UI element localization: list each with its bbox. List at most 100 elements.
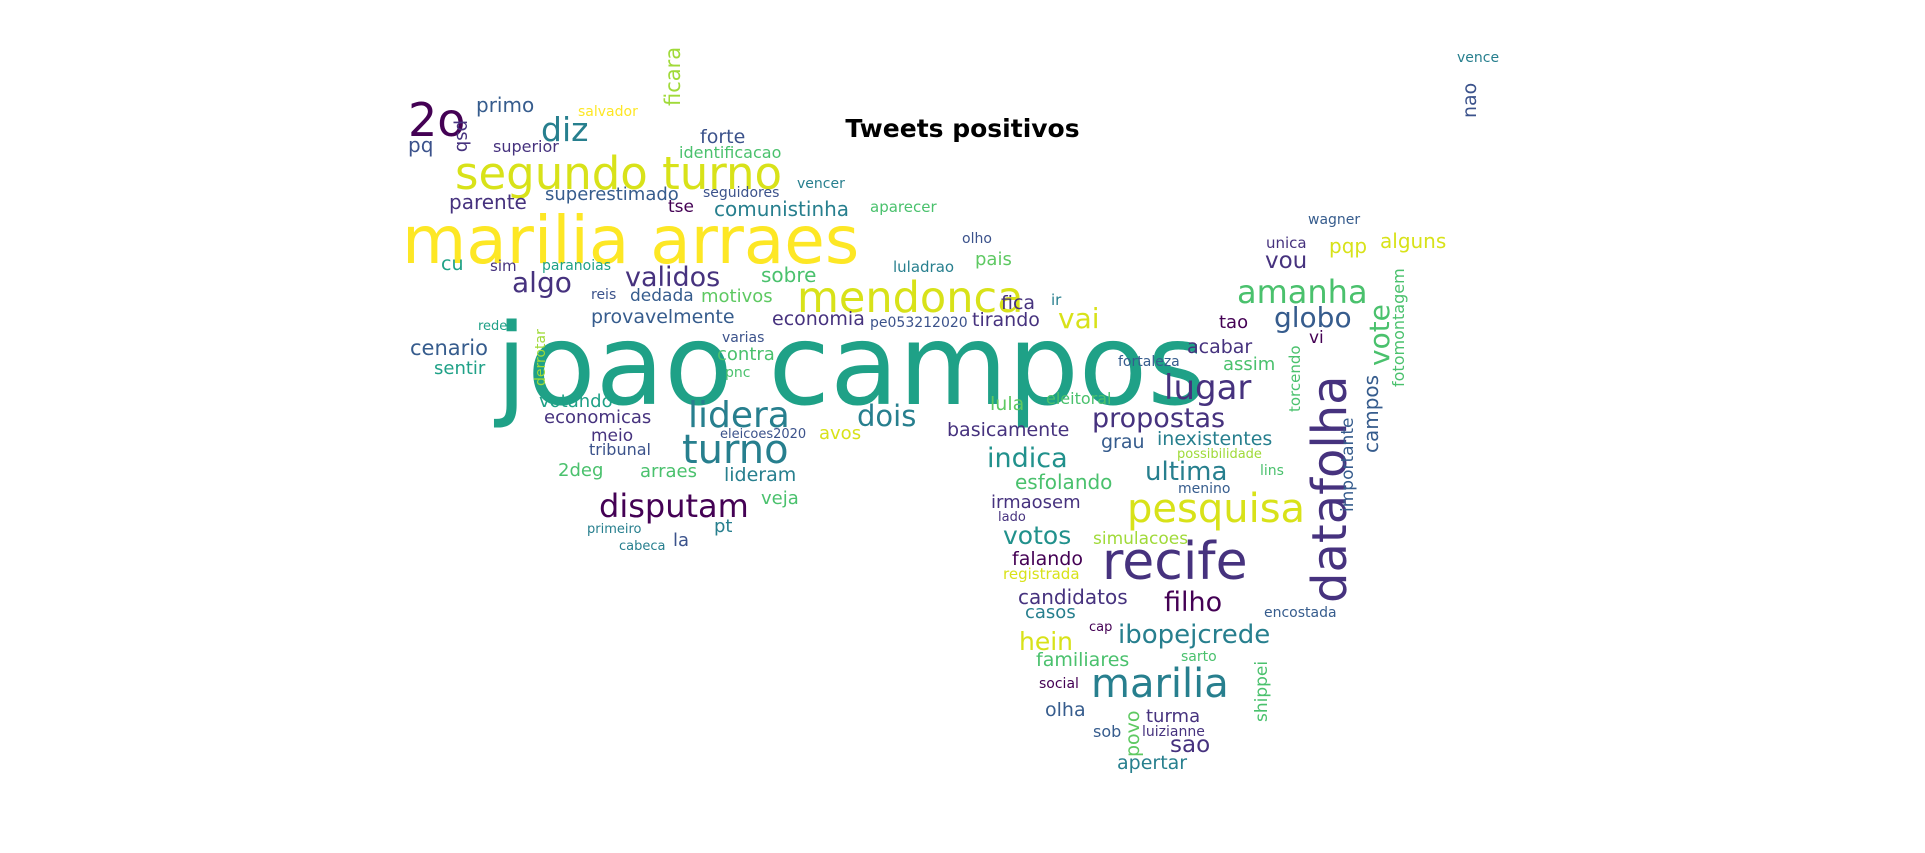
word-aparecer: aparecer <box>870 198 937 216</box>
word-seguidores: seguidores <box>703 185 780 201</box>
word-contra: contra <box>717 344 775 365</box>
word-propostas: propostas <box>1092 403 1226 434</box>
word-meio: meio <box>591 426 634 446</box>
word-primo: primo <box>476 93 535 117</box>
word-votando: votando <box>539 391 613 412</box>
word-hein: hein <box>1019 627 1074 656</box>
word-vencer: vencer <box>797 176 845 192</box>
chart-title: Tweets positivos <box>845 114 1080 143</box>
word-olha: olha <box>1045 699 1086 721</box>
word-pais: pais <box>975 249 1012 270</box>
word-pesquisa: pesquisa <box>1127 486 1306 532</box>
word-tse: tse <box>668 197 694 217</box>
word-arraes: arraes <box>640 461 697 482</box>
word-social: social <box>1039 676 1079 692</box>
word-unica: unica <box>1266 234 1307 252</box>
word-marilia: marilia <box>1091 661 1229 707</box>
word-tribunal: tribunal <box>589 440 651 459</box>
word-turno: turno <box>682 427 789 473</box>
word-pqp: pqp <box>1329 234 1368 258</box>
word-comunistinha: comunistinha <box>714 197 850 221</box>
word-tao: tao <box>1219 312 1249 333</box>
word-esfolando: esfolando <box>1015 470 1113 494</box>
word-registrada: registrada <box>1003 565 1080 583</box>
word-eleitoral: eleitoral <box>1046 389 1112 408</box>
word-2deg: 2deg <box>558 460 604 481</box>
word-derrotar: derrotar <box>533 329 549 386</box>
word-vi: vi <box>1309 328 1324 348</box>
word-sob: sob <box>1093 722 1122 741</box>
word-nao: nao <box>1459 82 1481 118</box>
word-campos: campos <box>1359 374 1383 453</box>
word-lado: lado <box>998 510 1026 525</box>
word-irmaosem: irmaosem <box>991 492 1081 513</box>
word-recife: recife <box>1102 532 1248 592</box>
word-sentir: sentir <box>434 358 486 379</box>
word-forte: forte <box>700 126 746 148</box>
word-eleicoes2020: eleicoes2020 <box>720 427 807 442</box>
word-provavelmente: provavelmente <box>591 306 735 328</box>
word-ultima: ultima <box>1145 457 1228 487</box>
word-primeiro: primeiro <box>587 522 642 537</box>
word-pt: pt <box>714 516 733 537</box>
word-la: la <box>673 530 690 551</box>
word-sarto: sarto <box>1181 649 1217 665</box>
word-ir: ir <box>1051 291 1062 309</box>
word-ficara: ficara <box>661 46 685 106</box>
word-disputam: disputam <box>599 487 749 525</box>
word-basicamente: basicamente <box>947 419 1070 441</box>
word-vou: vou <box>1265 248 1308 274</box>
word-globo: globo <box>1274 301 1352 334</box>
word-assim: assim <box>1223 354 1276 375</box>
word-menino: menino <box>1178 481 1231 497</box>
word-fica: fica <box>1001 292 1036 314</box>
word-2o: 2o <box>408 93 466 147</box>
word-lidera: lidera <box>688 395 790 436</box>
word-veja: veja <box>761 488 799 509</box>
word-segundo-turno: segundo turno <box>455 147 783 200</box>
word-simulacoes: simulacoes <box>1093 529 1189 549</box>
word-cap: cap <box>1089 620 1113 635</box>
word-salvador: salvador <box>578 104 638 120</box>
word-marilia-arraes: marilia arraes <box>402 202 860 279</box>
word-mendonca: mendonca <box>797 273 1024 323</box>
word-turma: turma <box>1146 706 1201 727</box>
word-indica: indica <box>987 443 1068 474</box>
word-fortaleza: fortaleza <box>1118 354 1180 370</box>
word-pe053212020: pe053212020 <box>870 315 968 331</box>
word-superior: superior <box>493 137 559 156</box>
word-possibilidade: possibilidade <box>1177 447 1262 462</box>
word-avos: avos <box>819 423 862 444</box>
word-olho: olho <box>962 231 992 247</box>
word-parente: parente <box>449 190 527 214</box>
word-pq: pq <box>408 133 434 157</box>
word-lugar: lugar <box>1164 368 1252 408</box>
word-luladrao: luladrao <box>893 258 955 276</box>
word-identificacao: identificacao <box>679 143 782 162</box>
word-povo: povo <box>1122 710 1144 757</box>
word-candidatos: candidatos <box>1018 585 1128 609</box>
word-familiares: familiares <box>1036 649 1130 671</box>
word-cenario: cenario <box>410 336 488 360</box>
word-superestimado: superestimado <box>545 184 679 205</box>
word-vai: vai <box>1058 302 1100 335</box>
word-encostada: encostada <box>1264 605 1337 621</box>
word-casos: casos <box>1025 602 1076 623</box>
word-acabar: acabar <box>1187 336 1253 358</box>
word-motivos: motivos <box>701 286 773 307</box>
word-dedada: dedada <box>630 286 694 306</box>
word-votos: votos <box>1003 521 1072 550</box>
word-paranoias: paranoias <box>542 258 612 274</box>
word-lula: lula <box>990 393 1025 415</box>
word-varias: varias <box>722 330 765 346</box>
word-tirando: tirando <box>972 309 1040 331</box>
word-joao-campos: joao campos <box>496 301 1206 431</box>
word-importante: importante <box>1338 417 1358 512</box>
word-rede: rede <box>478 319 508 334</box>
word-inexistentes: inexistentes <box>1157 428 1273 450</box>
word-dois: dois <box>857 399 917 433</box>
word-cabeca: cabeca <box>619 539 666 554</box>
word-wagner: wagner <box>1308 212 1361 228</box>
word-apertar: apertar <box>1117 752 1188 774</box>
